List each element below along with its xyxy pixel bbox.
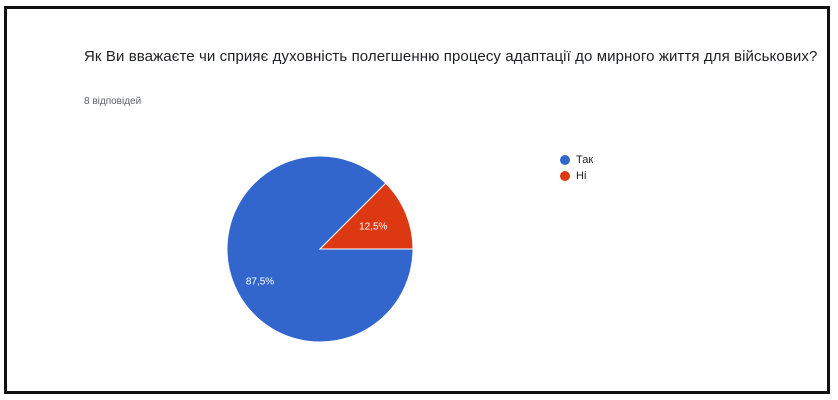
legend-item-no[interactable]: Ні bbox=[560, 168, 593, 184]
pie-labels: 87,5% 12,5% bbox=[246, 222, 388, 288]
response-count: 8 відповідей bbox=[84, 96, 142, 107]
pie-label-yes: 87,5% bbox=[246, 277, 274, 288]
pie-slice-no[interactable] bbox=[318, 182, 414, 250]
pie-label-no: 12,5% bbox=[359, 222, 387, 233]
legend-dot-no bbox=[560, 171, 570, 181]
pie-slices bbox=[226, 155, 414, 343]
legend-label-yes: Так bbox=[576, 154, 594, 166]
legend-item-yes[interactable]: Так bbox=[560, 152, 593, 168]
legend-dot-yes bbox=[560, 155, 570, 165]
chart-card bbox=[65, 30, 825, 385]
legend-label-no: Ні bbox=[576, 170, 587, 182]
pie-chart: 87,5% 12,5% bbox=[226, 155, 414, 343]
chart-legend: Так Ні bbox=[560, 152, 593, 184]
question-title: Як Ви вважаєте чи сприяє духовність поле… bbox=[84, 48, 818, 65]
pie-slice-yes[interactable] bbox=[226, 155, 414, 343]
